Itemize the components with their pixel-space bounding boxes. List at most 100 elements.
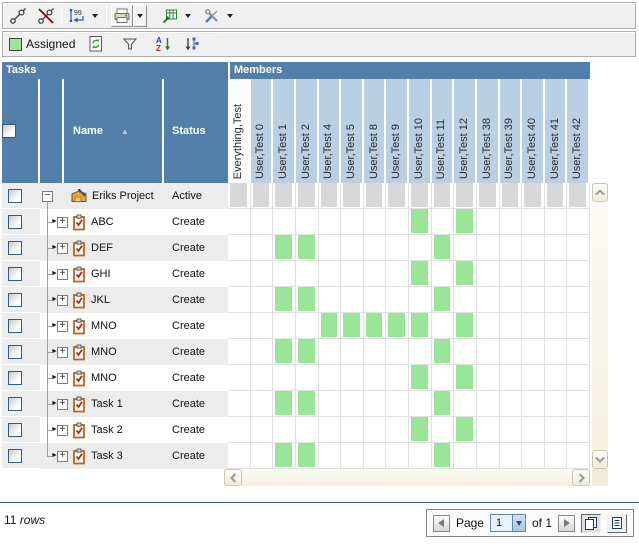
expand-toggle[interactable]: +	[57, 451, 68, 462]
assignment-cell[interactable]	[522, 339, 545, 365]
assignment-cell[interactable]	[476, 287, 500, 313]
member-column-header[interactable]: User,Test 5	[341, 79, 364, 183]
expand-arrow-icon[interactable]: ►	[51, 322, 58, 329]
assignment-cell[interactable]	[544, 261, 568, 287]
assignment-cell[interactable]	[228, 261, 251, 287]
assignment-cell[interactable]	[409, 417, 432, 443]
assignment-cell[interactable]	[476, 417, 500, 443]
select-all-checkbox[interactable]	[2, 124, 16, 138]
assignment-cell[interactable]	[250, 261, 274, 287]
row-checkbox[interactable]	[8, 318, 22, 333]
assignment-cell[interactable]	[341, 209, 364, 235]
assignment-cell[interactable]	[228, 417, 251, 443]
assignment-cell[interactable]	[567, 443, 590, 469]
assignment-cell[interactable]	[295, 365, 319, 391]
row-checkbox[interactable]	[8, 344, 22, 359]
assignment-cell[interactable]	[318, 365, 342, 391]
table-row[interactable]: ► + GHI Create	[2, 261, 228, 287]
assignment-cell[interactable]	[409, 339, 432, 365]
assignment-cell[interactable]	[363, 313, 387, 339]
assignment-cell[interactable]	[228, 365, 251, 391]
assignment-cell[interactable]	[363, 209, 387, 235]
expand-arrow-icon[interactable]: ►	[51, 270, 58, 277]
table-row[interactable]: ► + Task 2 Create	[2, 417, 228, 443]
table-row[interactable]: ► + ABC Create	[2, 209, 228, 235]
unassign-button[interactable]	[35, 5, 57, 27]
expand-arrow-icon[interactable]: ►	[51, 348, 58, 355]
name-column-header[interactable]: Name ▲	[64, 79, 164, 183]
row-checkbox[interactable]	[8, 396, 22, 411]
assignment-cell[interactable]	[363, 417, 387, 443]
vertical-scrollbar[interactable]	[592, 183, 608, 469]
expand-arrow-icon[interactable]: ►	[51, 244, 58, 251]
assignment-cell[interactable]	[295, 443, 319, 469]
assignment-cell[interactable]	[363, 391, 387, 417]
assignment-cell[interactable]	[228, 339, 251, 365]
assignment-cell[interactable]	[544, 391, 568, 417]
page-select[interactable]: 1	[489, 514, 526, 532]
assignment-cell[interactable]	[454, 235, 477, 261]
assignment-cell[interactable]	[386, 209, 409, 235]
expand-toggle[interactable]: +	[57, 269, 68, 280]
assignment-cell[interactable]	[431, 443, 455, 469]
expand-arrow-icon[interactable]: ►	[51, 426, 58, 433]
assignment-cell[interactable]	[273, 261, 296, 287]
assignment-cell[interactable]	[273, 287, 296, 313]
expand-arrow-icon[interactable]: ►	[51, 452, 58, 459]
row-checkbox[interactable]	[8, 266, 22, 281]
assignment-cell[interactable]	[476, 235, 500, 261]
assignment-cell[interactable]	[363, 287, 387, 313]
scroll-down-button[interactable]	[592, 450, 608, 469]
horizontal-scrollbar[interactable]	[224, 469, 590, 486]
assignment-cell[interactable]	[544, 313, 568, 339]
row-checkbox[interactable]	[8, 422, 22, 437]
assignment-cell[interactable]	[567, 313, 590, 339]
assignment-cell[interactable]	[228, 209, 251, 235]
assignment-cell[interactable]	[273, 443, 296, 469]
assignment-cell[interactable]	[476, 339, 500, 365]
assignment-cell[interactable]	[567, 261, 590, 287]
expand-toggle[interactable]: −	[42, 191, 53, 202]
assignment-cell[interactable]	[250, 313, 274, 339]
assignment-cell[interactable]	[409, 287, 432, 313]
assignment-cell[interactable]	[567, 339, 590, 365]
assignment-cell[interactable]	[544, 209, 568, 235]
assignment-cell[interactable]	[499, 287, 523, 313]
assignment-cell[interactable]	[273, 339, 296, 365]
sort-az-button[interactable]: A Z	[153, 33, 175, 55]
assignment-cell[interactable]	[409, 261, 432, 287]
row-checkbox[interactable]	[8, 214, 22, 229]
assignment-cell[interactable]	[341, 443, 364, 469]
assignment-cell[interactable]	[318, 417, 342, 443]
assignment-cell[interactable]	[386, 443, 409, 469]
assignment-cell[interactable]	[250, 443, 274, 469]
member-column-header[interactable]: User,Test 11	[431, 79, 455, 183]
assignment-cell[interactable]	[341, 261, 364, 287]
assignment-cell[interactable]	[273, 391, 296, 417]
assignment-cell[interactable]	[250, 209, 274, 235]
assignment-cell[interactable]	[250, 365, 274, 391]
assignment-cell[interactable]	[499, 235, 523, 261]
sort-order-button[interactable]	[181, 33, 203, 55]
assignment-cell[interactable]	[318, 313, 342, 339]
table-row[interactable]: ► + MNO Create	[2, 339, 228, 365]
member-column-header[interactable]: Everything,Test	[228, 79, 251, 183]
assignment-cell[interactable]	[228, 391, 251, 417]
assignment-cell[interactable]	[544, 339, 568, 365]
assignment-cell[interactable]	[341, 391, 364, 417]
table-options-button[interactable]	[159, 5, 181, 27]
assignment-cell[interactable]	[273, 365, 296, 391]
assignment-cell[interactable]	[544, 443, 568, 469]
assignment-cell[interactable]	[295, 287, 319, 313]
assignment-cell[interactable]	[567, 235, 590, 261]
assignment-cell[interactable]	[228, 443, 251, 469]
assignment-cell[interactable]	[567, 287, 590, 313]
assignment-cell[interactable]	[544, 235, 568, 261]
assignment-cell[interactable]	[567, 391, 590, 417]
assignment-cell[interactable]	[454, 365, 477, 391]
member-column-header[interactable]: User,Test 40	[522, 79, 545, 183]
print-button[interactable]	[111, 4, 133, 27]
assignment-cell[interactable]	[499, 313, 523, 339]
row-checkbox[interactable]	[8, 188, 22, 203]
expand-toggle[interactable]: +	[57, 321, 68, 332]
